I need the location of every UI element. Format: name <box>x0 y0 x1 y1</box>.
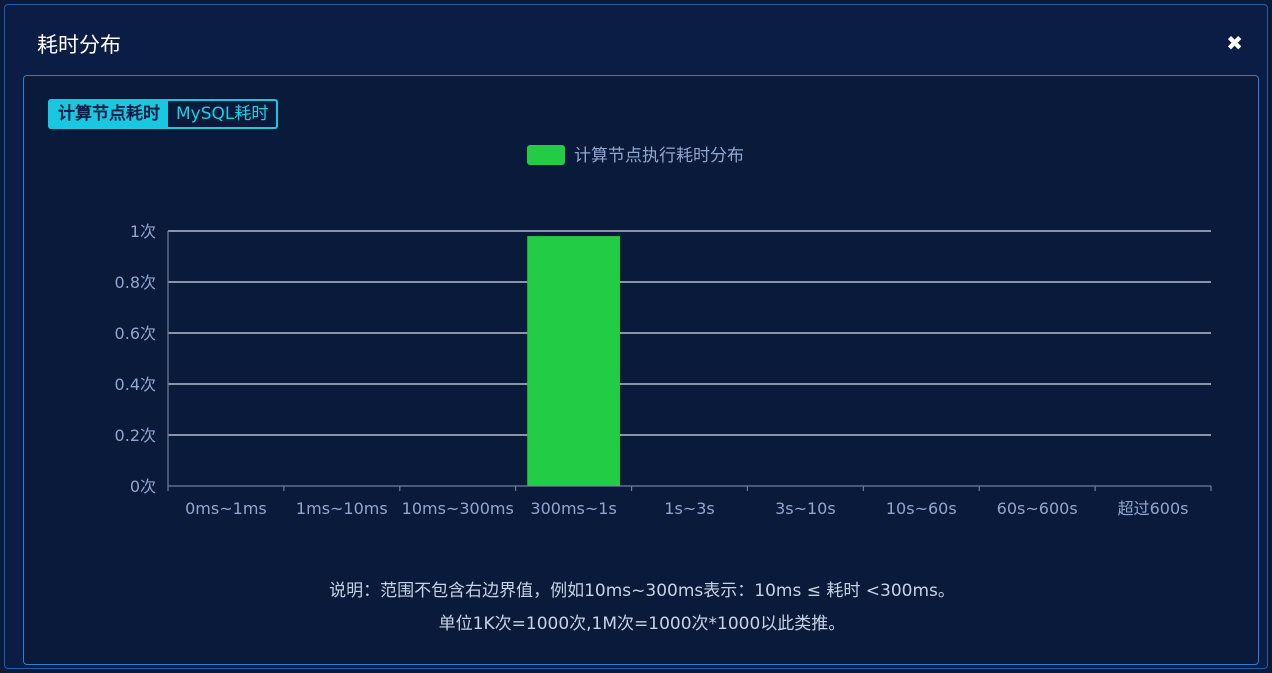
x-tick-label: 超过600s <box>1118 499 1189 518</box>
tab-compute-node-time[interactable]: 计算节点耗时 <box>50 101 168 127</box>
dialog-title: 耗时分布 <box>37 33 121 57</box>
x-tick-label: 300ms~1s <box>530 499 616 518</box>
x-tick-label: 10ms~300ms <box>402 499 514 518</box>
chart-panel: 计算节点耗时 MySQL耗时 计算节点执行耗时分布 0次 0.2次 0.4次 0.6次 0… <box>23 75 1259 665</box>
y-tick-label: 1次 <box>130 222 156 241</box>
legend-swatch <box>527 145 565 165</box>
note-line-2: 单位1K次=1000次,1M次=1000次*1000以此类推。 <box>438 614 846 634</box>
x-tick-label: 10s~60s <box>886 499 957 518</box>
note-line-1: 说明：范围不包含右边界值，例如10ms~300ms表示：10ms ≤ 耗时 <3… <box>329 581 955 601</box>
x-tick-label: 0ms~1ms <box>185 499 267 518</box>
y-tick-label: 0.6次 <box>115 324 156 343</box>
x-tick-label: 60s~600s <box>997 499 1078 518</box>
bar-chart: 计算节点执行耗时分布 0次 0.2次 0.4次 0.6次 0.8次 1次 0ms~1ms 1ms… <box>115 145 1212 518</box>
y-tick-label: 0.4次 <box>115 375 156 394</box>
y-tick-label: 0.2次 <box>115 426 156 445</box>
x-tick-label: 1ms~10ms <box>296 499 388 518</box>
tab-group: 计算节点耗时 MySQL耗时 <box>48 99 279 129</box>
close-icon[interactable]: ✖ <box>1226 31 1243 55</box>
bar <box>527 236 620 486</box>
y-tick-label: 0次 <box>130 477 156 496</box>
x-tick-label: 1s~3s <box>664 499 714 518</box>
dialog-window: 耗时分布 ✖ 计算节点耗时 MySQL耗时 计算节点执行耗时分布 0次 0.2次 0.… <box>4 4 1268 669</box>
y-tick-label: 0.8次 <box>115 273 156 292</box>
x-tick-label: 3s~10s <box>775 499 836 518</box>
legend-label: 计算节点执行耗时分布 <box>574 146 744 166</box>
tab-mysql-time[interactable]: MySQL耗时 <box>176 104 269 124</box>
